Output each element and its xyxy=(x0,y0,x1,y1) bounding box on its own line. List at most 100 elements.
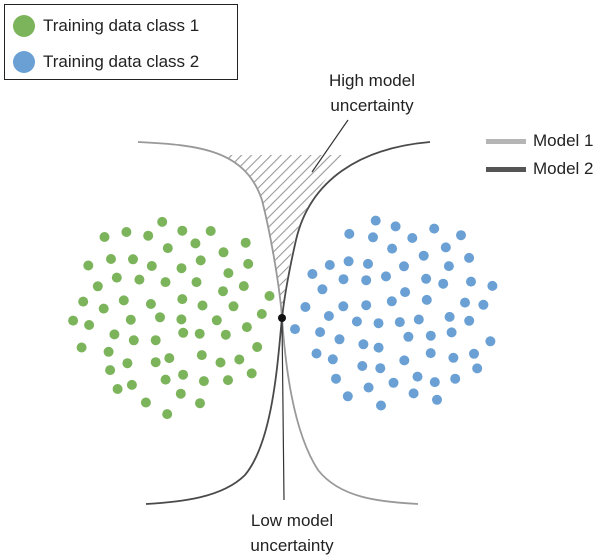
data-point xyxy=(478,299,489,310)
data-point xyxy=(466,276,476,287)
data-point xyxy=(421,273,432,284)
data-point xyxy=(450,373,461,384)
data-point xyxy=(331,373,341,384)
data-point xyxy=(432,394,442,405)
legend-model-2-label: Model 2 xyxy=(533,159,594,178)
data-point xyxy=(175,388,186,399)
data-point xyxy=(421,294,432,305)
data-point xyxy=(443,261,454,272)
data-point xyxy=(311,348,322,359)
data-point xyxy=(83,260,94,271)
model-1-swatch-icon xyxy=(486,138,526,144)
data-point xyxy=(408,388,419,399)
data-point xyxy=(211,315,222,326)
data-point xyxy=(338,301,349,312)
data-point xyxy=(240,237,251,248)
data-point xyxy=(140,397,151,408)
data-point xyxy=(446,327,457,338)
data-point xyxy=(387,243,398,254)
data-point xyxy=(111,272,122,283)
data-point xyxy=(92,281,103,292)
data-point xyxy=(76,342,87,353)
data-point xyxy=(112,384,123,394)
data-point xyxy=(223,268,234,279)
data-point xyxy=(205,226,216,236)
data-point xyxy=(164,353,175,364)
data-point xyxy=(361,275,372,286)
data-point xyxy=(191,277,202,288)
data-point xyxy=(155,312,165,323)
data-point xyxy=(386,296,397,307)
data-point xyxy=(425,348,436,359)
data-point xyxy=(381,271,391,282)
data-point xyxy=(429,223,440,234)
data-point xyxy=(399,355,410,366)
data-point xyxy=(68,315,79,326)
data-point xyxy=(290,324,300,335)
data-point xyxy=(197,300,208,311)
data-point xyxy=(176,263,187,274)
data-point xyxy=(126,379,137,390)
data-point xyxy=(425,330,436,341)
data-point xyxy=(373,318,384,329)
data-point xyxy=(178,369,189,380)
data-point xyxy=(220,329,231,340)
data-point xyxy=(196,350,207,361)
class-1-dot-icon xyxy=(13,15,35,37)
data-point xyxy=(460,297,470,308)
data-point xyxy=(223,375,233,386)
data-point xyxy=(342,391,353,402)
data-point xyxy=(418,250,429,261)
data-point xyxy=(388,377,399,388)
legend-class-1-label: Training data class 1 xyxy=(43,16,200,35)
data-point xyxy=(361,300,372,311)
data-point xyxy=(99,232,110,242)
data-point xyxy=(390,221,401,232)
data-point xyxy=(394,317,405,328)
data-point xyxy=(363,258,373,269)
data-point xyxy=(464,252,475,263)
data-point xyxy=(243,258,254,269)
data-point xyxy=(252,342,263,352)
legend-model-1-label: Model 1 xyxy=(533,131,594,150)
high-uncertainty-line-1: High model xyxy=(329,71,415,90)
uncertainty-region xyxy=(220,155,350,318)
data-point xyxy=(150,335,161,346)
high-uncertainty-line-2: uncertainty xyxy=(330,96,414,115)
data-point xyxy=(190,238,201,249)
data-point xyxy=(194,328,205,339)
low-uncertainty-pointer xyxy=(281,317,285,501)
data-point xyxy=(162,243,173,254)
data-point xyxy=(109,329,120,340)
data-point xyxy=(143,230,154,241)
data-point xyxy=(344,228,355,239)
high-uncertainty-label: High model uncertainty xyxy=(302,68,442,118)
data-point xyxy=(358,339,369,350)
data-point xyxy=(228,301,239,312)
data-point xyxy=(429,377,440,388)
legend-model-1: Model 1 xyxy=(486,130,593,152)
data-point xyxy=(375,363,386,374)
data-point xyxy=(238,281,249,292)
data-point xyxy=(399,261,409,272)
data-point xyxy=(234,354,245,365)
data-point xyxy=(464,315,475,326)
data-point xyxy=(485,336,496,347)
data-point xyxy=(343,256,354,267)
data-point xyxy=(160,374,171,385)
data-point xyxy=(338,274,349,285)
data-point xyxy=(323,311,334,321)
data-point xyxy=(215,357,226,368)
model-2-swatch-icon xyxy=(486,166,526,172)
high-uncertainty-pointer xyxy=(311,119,349,173)
data-point xyxy=(103,346,114,357)
data-point xyxy=(324,260,335,270)
data-point xyxy=(370,215,381,226)
data-point xyxy=(307,269,318,279)
data-point xyxy=(412,371,423,382)
data-point xyxy=(218,247,229,258)
low-uncertainty-label: Low model uncertainty xyxy=(222,508,362,558)
data-point xyxy=(413,314,424,325)
data-point xyxy=(198,376,209,387)
